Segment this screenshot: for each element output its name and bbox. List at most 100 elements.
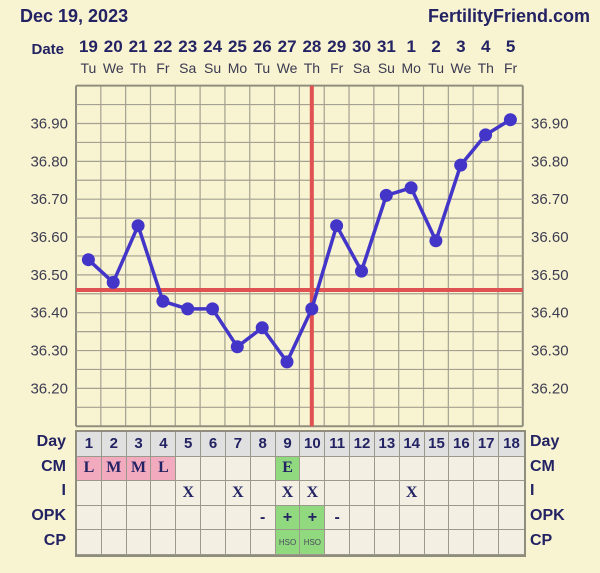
y-axis-label-left: 36.90 [30,116,68,133]
temperature-point [355,264,368,278]
opk-cell: - [250,505,276,531]
weekday-tick-label: Mo [401,60,421,76]
i-cell [474,481,500,506]
temperature-point [230,340,244,354]
date-tick-label: 24 [203,37,223,56]
cm-cell [250,456,276,482]
weekday-tick-label: Tu [254,60,271,76]
cm-cell [300,456,326,482]
opk-cell [225,505,251,531]
day-number-cell: 18 [499,432,524,457]
cp-cell [399,530,425,555]
y-axis-label-left: 36.40 [30,305,68,322]
brand-link[interactable]: FertilityFriend.com [427,6,590,26]
i-cell: X [275,481,301,506]
table-row-labels-right: Day CM I OPK CP [530,430,596,553]
y-axis-label-left: 36.30 [30,343,68,360]
day-number-cell: 4 [151,432,177,457]
date-tick-label: 23 [178,37,198,56]
i-cell: X [176,481,202,506]
temperature-point [379,188,393,202]
i-cell [250,481,276,506]
day-number-cell: 6 [201,432,226,457]
day-number-cell: 17 [474,432,500,457]
y-axis-label-right: 36.50 [531,267,569,284]
cp-cell [250,530,276,555]
cp-cell [325,530,351,555]
cm-cell [225,456,251,482]
cp-cell [176,530,202,555]
cp-cell [499,530,524,555]
opk-cell [374,505,400,531]
temperature-point [131,219,145,233]
y-axis-label-left: 36.80 [30,153,68,170]
cp-cell [424,530,450,555]
day-number-cell: 1 [77,432,102,457]
date-tick-label: 1 [406,37,416,56]
date-tick-label: 2 [431,37,441,56]
day-number-cell: 10 [300,432,326,457]
table-row-labels-left: Day CM I OPK CP [0,430,70,553]
temperature-point [429,234,443,248]
cp-cell [474,530,500,555]
date-axis-label: Date [31,41,64,58]
cp-cell: HSO [300,530,326,555]
opk-cell: + [275,505,301,531]
y-axis-label-right: 36.70 [531,191,569,208]
row-label-day: Day [36,433,66,451]
row-label-cm: CM [41,457,66,475]
cm-cell: L [151,456,177,482]
opk-cell [424,505,450,531]
temperature-point [181,302,195,316]
temperature-line [86,117,513,364]
cm-cell [499,457,524,482]
temperature-point [280,355,294,369]
i-cell [126,481,152,506]
weekday-tick-label: Tu [428,60,444,76]
date-tick-label: 31 [376,37,396,56]
temperature-point [156,294,170,308]
weekday-tick-label: We [276,60,298,76]
day-number-cell: 9 [275,432,301,457]
opk-cell: + [300,505,326,531]
cp-cell: HSO [275,530,301,555]
weekday-tick-label: Fr [156,60,170,76]
i-cell: X [300,481,326,506]
cm-cell [474,456,500,482]
date-axis: 19 20 21 22 23 24 25 26 27 28 29 30 31 1 2 3 4 5 [76,35,523,59]
weekday-tick-label: Fr [330,60,344,76]
cm-cell: L [77,456,102,482]
cp-cell [201,530,226,555]
temperature-point [330,219,344,233]
opk-cell [126,505,152,531]
opk-cell [101,505,127,531]
cm-cell: M [101,456,127,482]
row-label-opk: OPK [530,507,565,525]
row-label-i: I [61,482,66,500]
day-number-cell: 8 [250,432,276,457]
i-cell [77,481,102,506]
day-number-cell: 2 [101,432,127,457]
cm-cell: E [275,456,301,482]
opk-cell [399,505,425,531]
cm-cell [424,456,450,482]
page-title: Dec 19, 2023 [20,6,129,26]
weekday-axis: Tu We Th Fr Sa Su Mo Tu We Th Fr Sa Su Mo Tu We Th Fr [76,59,523,77]
opk-cell [77,505,102,531]
y-axis-label-left: 36.50 [30,267,68,284]
i-cell: X [225,481,251,506]
date-tick-label: 30 [352,37,372,56]
day-number-cell: 16 [449,432,475,457]
day-number-cell: 7 [225,432,251,457]
date-tick-label: 4 [481,37,491,56]
cm-cell [201,456,226,482]
temperature-point [106,275,120,289]
y-axis-label-right: 36.40 [531,305,569,322]
date-tick-label: 3 [456,37,466,56]
i-cell [374,481,400,506]
y-axis-label-left: 36.60 [30,229,68,246]
weekday-tick-label: Mo [227,60,248,76]
weekday-tick-label: Th [129,60,147,76]
day-number-cell: 11 [325,432,351,457]
cm-cell: M [126,456,152,482]
